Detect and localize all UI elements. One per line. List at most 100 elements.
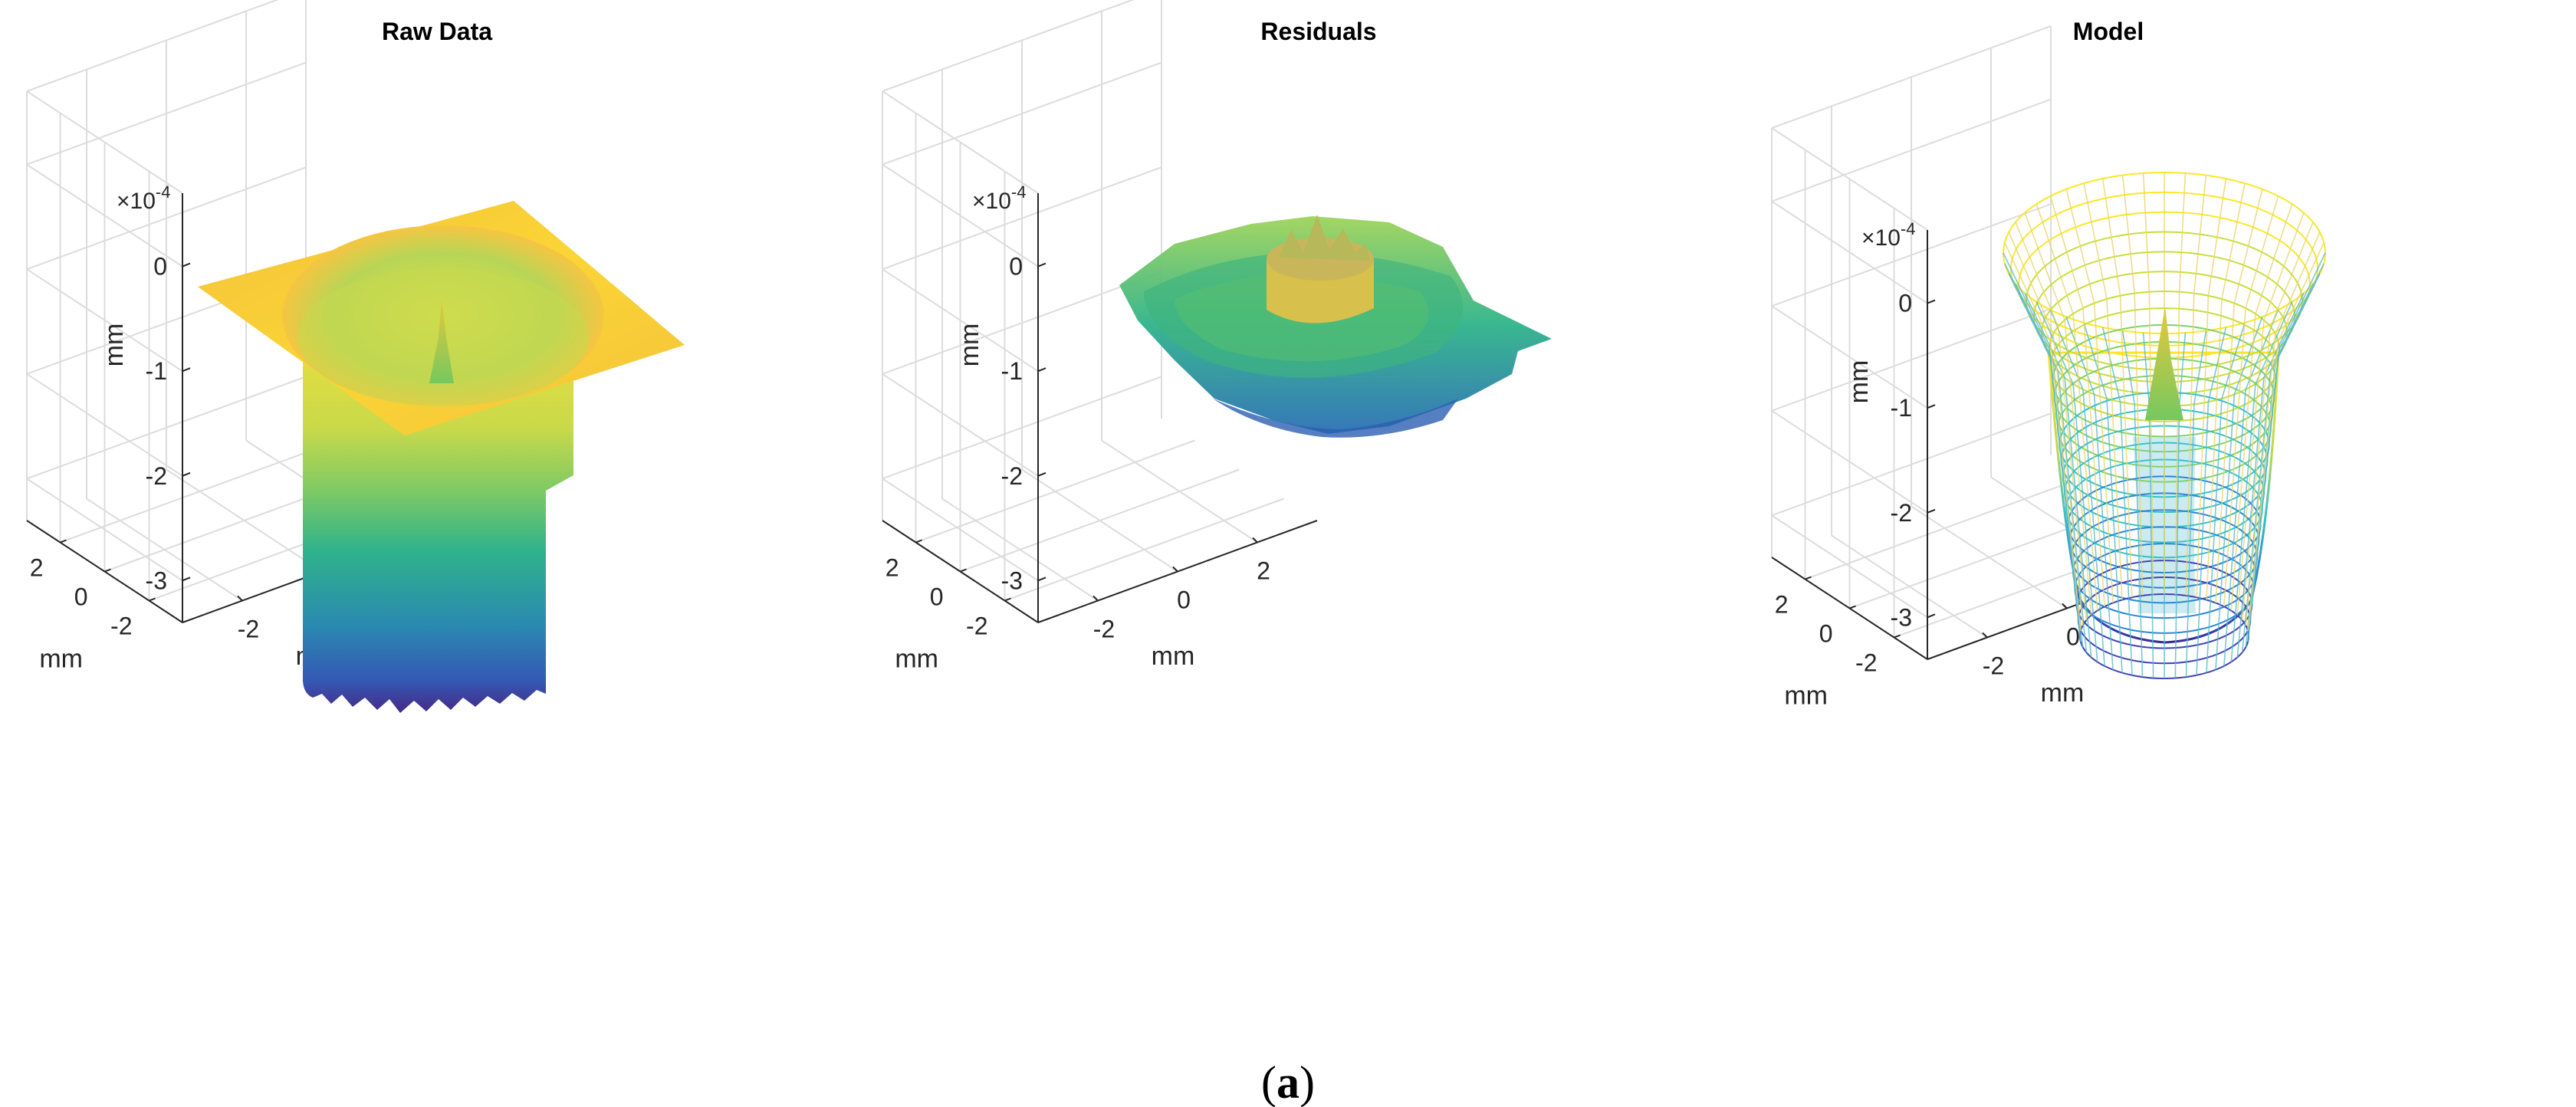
y-tick-label: 2 — [30, 554, 44, 582]
model-mesh-meridian — [2241, 283, 2314, 653]
y-axis-label: mm — [1784, 682, 1828, 711]
z-tick — [1037, 262, 1046, 268]
x-axis-label: mm — [2041, 678, 2085, 708]
back-edge — [26, 0, 279, 92]
y-tick-label: -2 — [966, 613, 987, 640]
z-tick — [1927, 613, 1936, 619]
z-tick-label: -3 — [1891, 603, 1912, 631]
z-tick-label: 0 — [1009, 253, 1023, 281]
z-multiplier: ×10-4 — [117, 182, 170, 214]
z-tick — [182, 471, 191, 477]
model-mesh-meridian — [2223, 309, 2279, 666]
z-tick — [1037, 576, 1046, 582]
residuals-surface — [1119, 215, 1552, 438]
raw-data-surface — [198, 201, 685, 713]
caption-letter: a — [1276, 1057, 1300, 1107]
model-surface — [2003, 172, 2326, 679]
x-tick — [1982, 632, 1988, 639]
y-tick — [1894, 634, 1901, 639]
x-axis-label: mm — [1152, 642, 1195, 671]
model-mesh-meridian — [2247, 263, 2325, 642]
model-mesh-meridian — [2008, 232, 2084, 626]
y-tick-label: 0 — [1819, 620, 1833, 648]
x-tick-label: -2 — [238, 616, 259, 643]
back-edge — [1771, 127, 1928, 231]
model-mesh-meridian — [2065, 189, 2114, 603]
model-center-spike — [2145, 307, 2183, 420]
back-edge — [882, 90, 1039, 194]
model-mesh-meridian — [2015, 222, 2088, 621]
model-mesh-meridian — [2196, 327, 2227, 675]
z-tick — [182, 262, 191, 268]
figure-caption: (a) — [1261, 1057, 1315, 1107]
model-mesh-meridian — [2004, 241, 2082, 631]
x-tick — [237, 595, 243, 602]
x-tick-label: 2 — [1257, 557, 1270, 585]
y-tick — [149, 597, 156, 602]
z-tick-label: -1 — [1891, 394, 1912, 422]
z-multiplier: ×10-4 — [1861, 219, 1915, 251]
back-edge — [882, 0, 1135, 92]
residuals-plot: Residuals 0 -1 -2 -3 -2 0 2 -2 0 2 mm mm mm ×10-4 — [882, 0, 1552, 674]
y-tick-label: 2 — [886, 554, 899, 582]
z-tick-label: -3 — [1001, 567, 1023, 594]
model-mesh-meridian — [2247, 241, 2325, 631]
x-tick-label: -2 — [1983, 652, 2004, 680]
x-tick-label: -2 — [1093, 616, 1115, 643]
residuals-title: Residuals — [1260, 18, 1376, 45]
model-mesh-meridian — [2101, 178, 2133, 598]
y-tick — [1805, 576, 1812, 580]
x-tick — [1092, 595, 1099, 602]
model-mesh-meridian — [2230, 203, 2293, 611]
model-mesh-meridian — [2223, 195, 2279, 607]
z-axis-label: mm — [955, 324, 984, 367]
caption-close-paren: ) — [1300, 1057, 1315, 1107]
model-mesh-meridian — [2024, 212, 2092, 616]
z-tick-label: 0 — [1898, 290, 1912, 317]
x-tick-label: 0 — [2066, 623, 2080, 651]
back-edge — [26, 90, 183, 194]
model-mesh-meridian — [2036, 203, 2098, 611]
z-tick — [182, 576, 191, 582]
y-tick — [60, 539, 67, 544]
z-tick — [1037, 367, 1046, 373]
raw-data-title: Raw Data — [382, 18, 492, 45]
z-tick — [1927, 404, 1936, 409]
model-mesh-meridian — [2196, 178, 2227, 598]
residuals-axes-box: 0 -1 -2 -3 -2 0 2 -2 0 2 mm mm mm ×10-4 — [882, 0, 1318, 674]
model-mesh-meridian — [2003, 252, 2081, 637]
model-mesh-meridian — [2185, 175, 2207, 596]
y-tick — [915, 539, 922, 544]
y-tick — [1004, 597, 1011, 602]
model-mesh-meridian — [2185, 330, 2207, 678]
x-tick — [2062, 603, 2068, 609]
model-mesh-meridian — [2174, 172, 2187, 595]
x-tick — [1172, 566, 1178, 573]
y-axis-label: mm — [895, 645, 938, 674]
z-tick — [182, 367, 191, 373]
model-mesh-meridian — [2049, 195, 2105, 607]
model-mesh-meridian — [2241, 222, 2314, 621]
model-mesh-meridian — [2215, 317, 2263, 670]
model-mesh-meridian — [2215, 189, 2263, 603]
y-tick-label: 0 — [930, 583, 944, 611]
model-mesh-meridian — [2236, 212, 2305, 616]
model-mesh-meridian — [2101, 327, 2133, 675]
z-axis-label: mm — [1845, 360, 1874, 404]
y-tick-label: -2 — [1855, 649, 1877, 677]
model-title: Model — [2073, 18, 2144, 45]
z-tick-label: -2 — [1891, 499, 1912, 527]
x-tick-label: 0 — [1177, 586, 1191, 614]
z-multiplier: ×10-4 — [972, 182, 1026, 214]
z-tick-label: -3 — [146, 567, 167, 594]
caption-open-paren: ( — [1261, 1057, 1276, 1107]
y-axis-label: mm — [39, 645, 83, 674]
x-tick — [1252, 537, 1258, 544]
z-tick-label: -2 — [1001, 462, 1023, 490]
z-tick-label: -2 — [146, 462, 167, 490]
raw-data-center-spike — [429, 299, 454, 383]
